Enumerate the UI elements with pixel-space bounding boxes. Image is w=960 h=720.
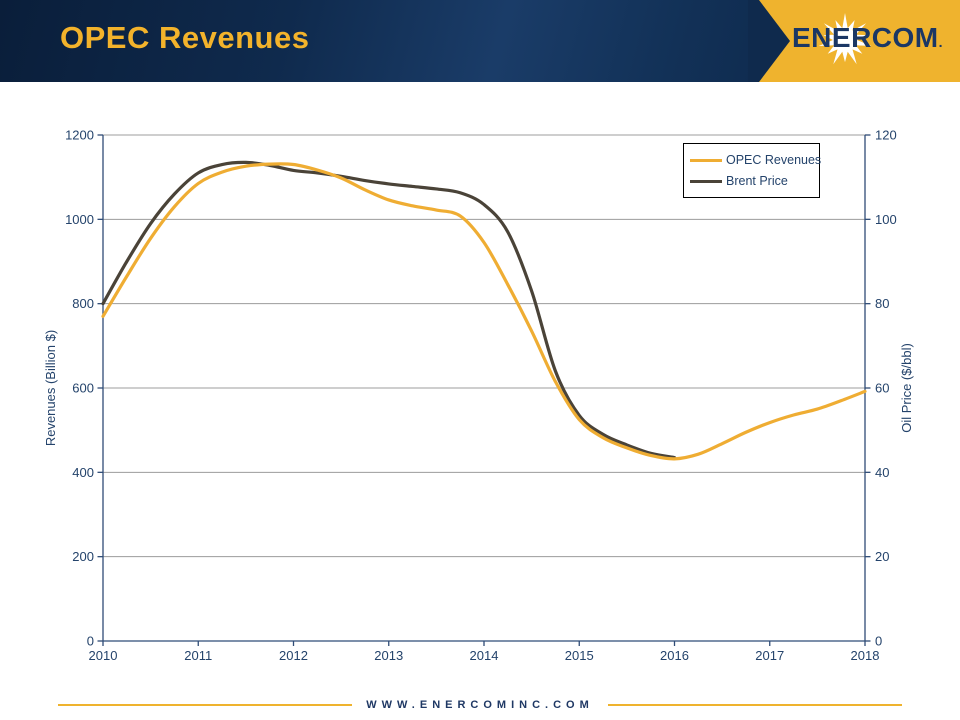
logo-graphics: [748, 0, 872, 82]
y-axis-left-title: Revenues (Billion $): [43, 329, 58, 447]
y-left-tick-label: 600: [72, 381, 94, 396]
x-tick-label: 2018: [851, 648, 880, 663]
series-line-brent-price: [101, 160, 677, 460]
chart-legend: OPEC Revenues Brent Price: [683, 143, 821, 198]
chevron-right-icon: [748, 0, 790, 82]
legend-label: Brent Price: [726, 174, 788, 188]
slide-footer: WWW.ENERCOMINC.COM: [58, 697, 903, 713]
series-line-opec-revenues: [101, 162, 867, 461]
y-right-tick-label: 100: [875, 212, 897, 227]
y-right-tick-label: 40: [875, 465, 889, 480]
y-left-tick-label: 1200: [65, 128, 94, 143]
y-left-tick-label: 1000: [65, 212, 94, 227]
y-right-tick-label: 60: [875, 381, 889, 396]
slide-title: OPEC Revenues: [60, 20, 310, 55]
x-tick-label: 2012: [279, 648, 308, 663]
x-tick-label: 2010: [89, 648, 118, 663]
x-tick-label: 2014: [470, 648, 499, 663]
opec-revenues-line-swatch: [690, 158, 722, 162]
x-tick-label: 2017: [755, 648, 784, 663]
logo-wordmark: ENERCOM.: [792, 24, 943, 52]
y-left-tick-label: 0: [87, 634, 94, 649]
logo-trademark-dot: .: [938, 34, 944, 50]
starburst-icon: [818, 13, 872, 65]
footer-rule-right: [607, 704, 903, 706]
footer-rule-left: [58, 704, 353, 706]
x-tick-label: 2013: [374, 648, 403, 663]
slide-header: OPEC Revenues ENERCOM.: [0, 0, 960, 82]
enercom-logo: ENERCOM.: [748, 0, 960, 82]
legend-item-opec-revenues: OPEC Revenues: [690, 153, 821, 167]
legend-item-brent-price: Brent Price: [690, 174, 813, 188]
brent-price-line-swatch: [690, 179, 722, 183]
y-right-tick-label: 20: [875, 549, 889, 564]
y-left-tick-label: 400: [72, 465, 94, 480]
y-axis-right-title: Oil Price ($/bbl): [899, 343, 914, 433]
x-tick-label: 2015: [565, 648, 594, 663]
y-left-tick-label: 200: [72, 549, 94, 564]
legend-label: OPEC Revenues: [726, 153, 822, 167]
footer-url: WWW.ENERCOMINC.COM: [366, 699, 594, 711]
logo-word: ENERCOM: [792, 22, 939, 53]
x-tick-label: 2011: [184, 648, 212, 663]
y-right-tick-label: 120: [875, 128, 897, 143]
y-right-tick-label: 0: [875, 634, 882, 649]
y-right-tick-label: 80: [875, 296, 889, 311]
y-left-tick-label: 800: [72, 296, 94, 311]
x-tick-label: 2016: [660, 648, 689, 663]
